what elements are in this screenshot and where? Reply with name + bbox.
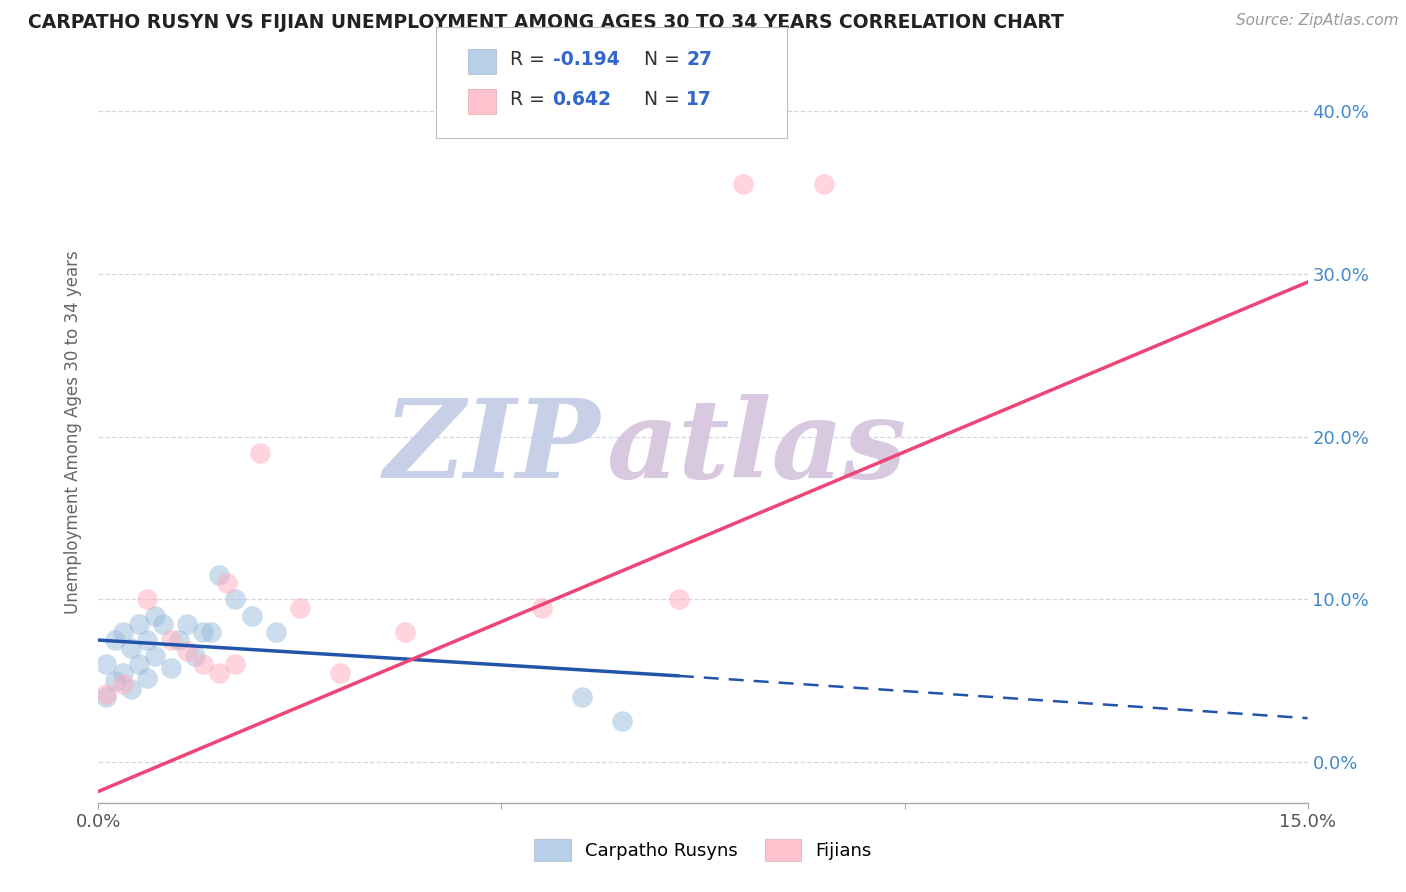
Point bbox=[143, 608, 166, 623]
Text: R =: R = bbox=[510, 89, 557, 109]
Y-axis label: Unemployment Among Ages 30 to 34 years: Unemployment Among Ages 30 to 34 years bbox=[65, 251, 83, 615]
Text: 27: 27 bbox=[686, 50, 711, 70]
Text: N =: N = bbox=[644, 50, 686, 70]
Point bbox=[224, 657, 246, 672]
Point bbox=[103, 633, 125, 648]
Point bbox=[111, 624, 134, 639]
Point bbox=[394, 624, 416, 639]
Point bbox=[120, 681, 142, 696]
Point bbox=[128, 616, 150, 631]
Point bbox=[176, 644, 198, 658]
Text: atlas: atlas bbox=[606, 393, 907, 501]
Point bbox=[224, 592, 246, 607]
Point bbox=[288, 600, 311, 615]
Point bbox=[135, 633, 157, 648]
Point bbox=[733, 178, 755, 192]
Text: R =: R = bbox=[510, 50, 551, 70]
Text: 0.642: 0.642 bbox=[553, 89, 612, 109]
Point bbox=[193, 657, 215, 672]
Point bbox=[208, 665, 231, 680]
Point bbox=[120, 641, 142, 656]
Text: CARPATHO RUSYN VS FIJIAN UNEMPLOYMENT AMONG AGES 30 TO 34 YEARS CORRELATION CHAR: CARPATHO RUSYN VS FIJIAN UNEMPLOYMENT AM… bbox=[28, 13, 1064, 32]
Point bbox=[264, 624, 287, 639]
Point bbox=[96, 687, 118, 701]
Point bbox=[208, 568, 231, 582]
Point bbox=[240, 608, 263, 623]
Point bbox=[176, 616, 198, 631]
Point bbox=[103, 673, 125, 688]
Point bbox=[135, 671, 157, 685]
Text: ZIP: ZIP bbox=[384, 393, 600, 501]
Point bbox=[530, 600, 553, 615]
Text: -0.194: -0.194 bbox=[553, 50, 619, 70]
Point bbox=[128, 657, 150, 672]
Text: N =: N = bbox=[644, 89, 686, 109]
Text: 17: 17 bbox=[686, 89, 711, 109]
Point bbox=[135, 592, 157, 607]
Point bbox=[249, 446, 271, 460]
Point bbox=[668, 592, 690, 607]
Point bbox=[200, 624, 222, 639]
Text: Source: ZipAtlas.com: Source: ZipAtlas.com bbox=[1236, 13, 1399, 29]
Point bbox=[96, 657, 118, 672]
Legend: Carpatho Rusyns, Fijians: Carpatho Rusyns, Fijians bbox=[527, 831, 879, 868]
Point bbox=[329, 665, 352, 680]
Point bbox=[193, 624, 215, 639]
Point bbox=[571, 690, 593, 704]
Point bbox=[217, 576, 239, 591]
Point bbox=[111, 677, 134, 691]
Point bbox=[813, 178, 835, 192]
Point bbox=[152, 616, 174, 631]
Point bbox=[612, 714, 634, 729]
Point bbox=[184, 649, 207, 664]
Point bbox=[111, 665, 134, 680]
Point bbox=[160, 633, 183, 648]
Point bbox=[96, 690, 118, 704]
Point bbox=[160, 661, 183, 675]
Point bbox=[167, 633, 190, 648]
Point bbox=[143, 649, 166, 664]
